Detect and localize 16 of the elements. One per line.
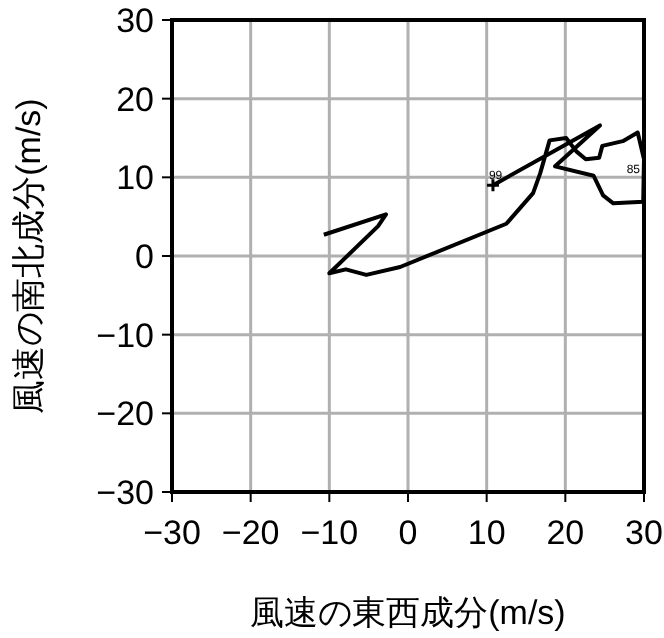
y-tick-label: −10	[96, 316, 154, 355]
x-tick-label: 20	[546, 514, 585, 552]
x-tick-label: 10	[467, 514, 506, 552]
y-tick-label: 30	[116, 2, 154, 40]
y-tick-label: 20	[116, 80, 154, 119]
x-tick-label: −10	[300, 514, 359, 552]
y-tick-label: 0	[135, 238, 154, 276]
y-tick-label: −20	[96, 395, 154, 434]
x-tick-label: −20	[221, 514, 280, 552]
x-axis-title: 風速の東西成分(m/s)	[250, 594, 566, 632]
x-tick-label: −30	[143, 514, 201, 552]
y-axis-title: 風速の南北成分(m/s)	[10, 98, 48, 414]
y-tick-label: 10	[116, 159, 154, 198]
x-tick-label: 0	[398, 514, 418, 552]
y-tick-label: −30	[96, 474, 154, 512]
x-tick-label: 30	[625, 514, 663, 552]
